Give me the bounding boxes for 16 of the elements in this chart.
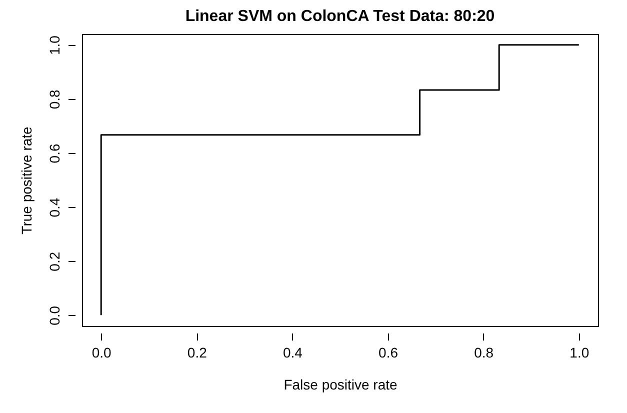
y-tick-label: 0.8: [46, 89, 62, 110]
chart-title: Linear SVM on ColonCA Test Data: 80:20: [185, 8, 495, 25]
x-tick-label: 0.4: [282, 344, 303, 360]
y-tick-label: 0.2: [46, 252, 62, 272]
y-axis-title: True positive rate: [18, 126, 34, 234]
x-tick-label: 1.0: [570, 344, 590, 360]
y-tick-label: 0.0: [46, 306, 62, 326]
x-tick-label: 0.6: [378, 344, 398, 360]
x-tick-label: 0.0: [92, 344, 112, 360]
x-tick-label: 0.8: [474, 344, 494, 360]
y-tick-label: 0.6: [46, 144, 62, 164]
x-tick-label: 0.2: [187, 344, 208, 360]
x-axis-title: False positive rate: [284, 376, 398, 392]
y-tick-label: 1.0: [46, 35, 62, 56]
line-series: [100, 44, 580, 316]
y-tick-label: 0.4: [46, 198, 62, 218]
